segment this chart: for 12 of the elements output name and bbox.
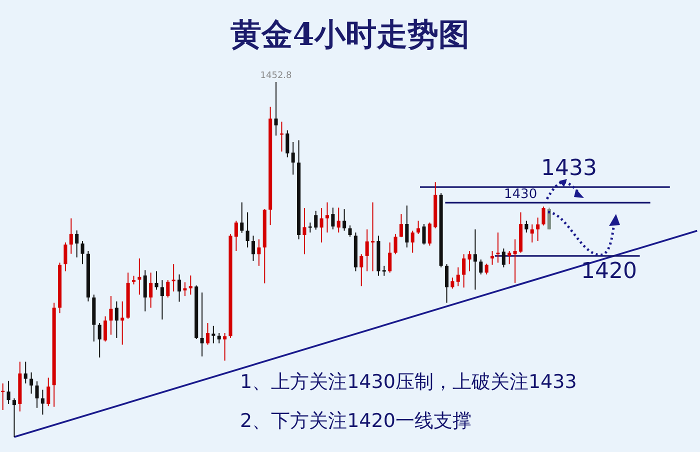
annotation: 1420 [581, 259, 637, 284]
candlestick [172, 264, 176, 292]
annotation: 1430 [504, 187, 538, 202]
annotation: 1452.8 [260, 70, 292, 81]
candlestick [200, 292, 204, 356]
candlestick [513, 239, 517, 283]
chart-title: 黄金4小时走势图 [230, 16, 470, 55]
candlestick [120, 301, 124, 345]
annotation: 1、上方关注1430压制，上破关注1433 [240, 370, 577, 395]
annotation: 2、下方关注1420一线支撑 [240, 409, 472, 434]
candlestick [371, 202, 375, 272]
annotation: 1433 [541, 156, 597, 182]
